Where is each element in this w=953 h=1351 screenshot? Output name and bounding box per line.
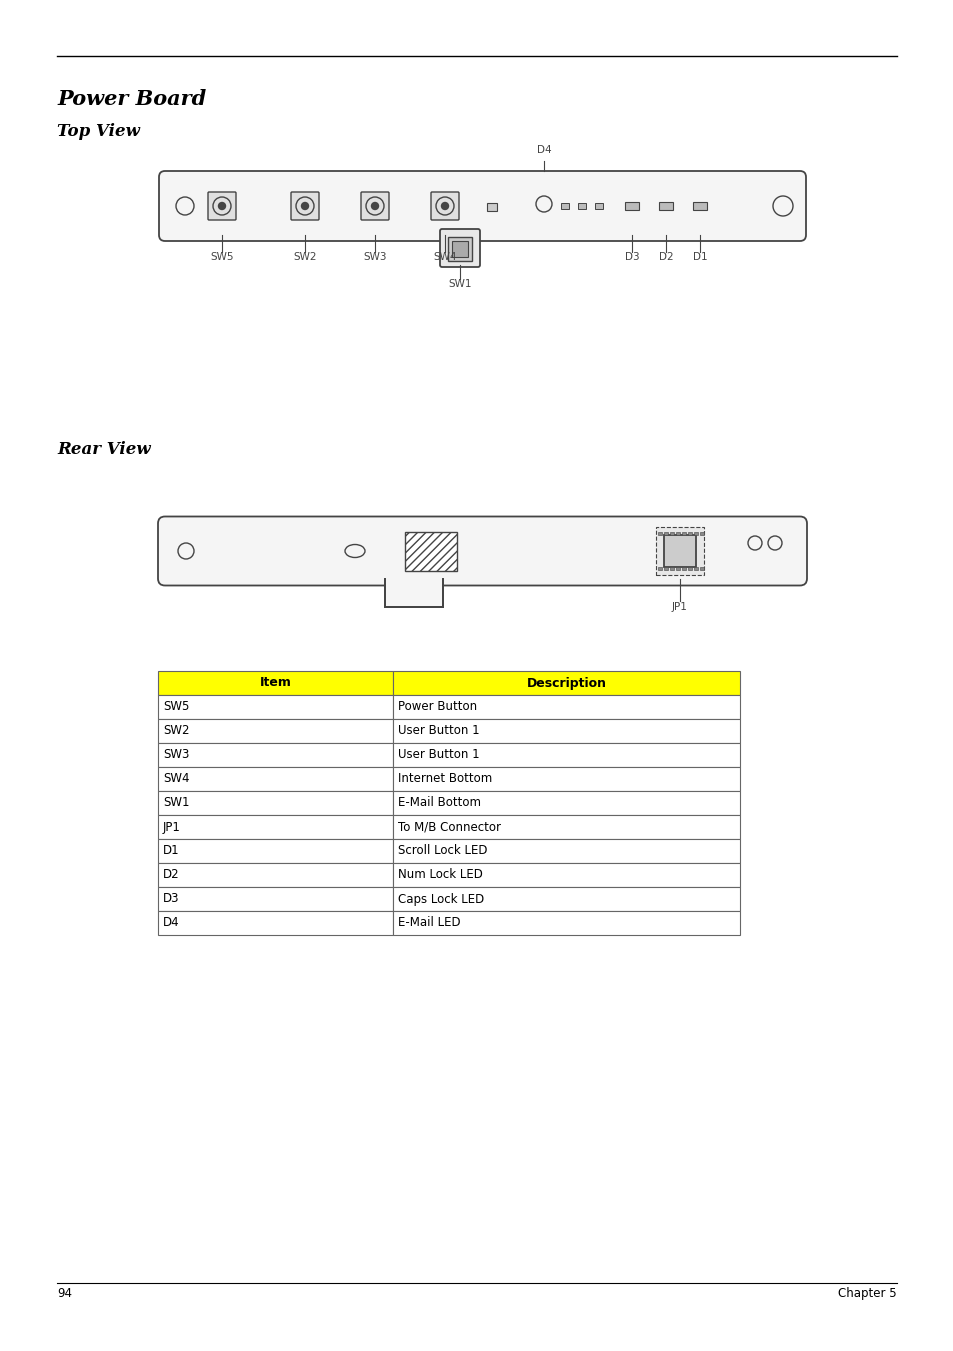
Bar (158, 911, 393, 935)
Bar (663, 532, 667, 535)
Circle shape (371, 203, 378, 209)
Text: SW3: SW3 (363, 253, 386, 262)
Bar (158, 694, 393, 719)
Text: Chapter 5: Chapter 5 (838, 1288, 896, 1300)
Bar (560, 203, 568, 209)
Text: User Button 1: User Button 1 (397, 724, 479, 738)
Bar (158, 863, 393, 888)
Bar (158, 839, 393, 863)
Text: E-Mail Bottom: E-Mail Bottom (397, 797, 480, 809)
FancyBboxPatch shape (439, 230, 479, 267)
Text: D2: D2 (658, 253, 673, 262)
Bar (393, 743, 740, 767)
Bar (158, 743, 393, 767)
Bar (676, 532, 679, 535)
Text: User Button 1: User Button 1 (397, 748, 479, 762)
Text: Item: Item (259, 677, 291, 689)
Text: Top View: Top View (57, 123, 140, 141)
Bar (693, 532, 698, 535)
Text: D2: D2 (163, 869, 179, 881)
Bar (669, 567, 673, 570)
Text: JP1: JP1 (671, 603, 687, 612)
Circle shape (301, 203, 308, 209)
Bar (486, 203, 497, 211)
Bar (393, 911, 740, 935)
Text: SW5: SW5 (163, 701, 190, 713)
Text: D4: D4 (163, 916, 179, 929)
Bar (669, 532, 673, 535)
Bar (393, 815, 740, 839)
Bar (452, 240, 468, 257)
FancyBboxPatch shape (431, 192, 458, 220)
Bar (676, 567, 679, 570)
Text: SW4: SW4 (163, 773, 190, 785)
Text: D3: D3 (624, 253, 639, 262)
Bar (624, 203, 639, 209)
Bar (595, 203, 602, 209)
Bar (658, 567, 661, 570)
Bar (405, 531, 456, 570)
Bar (393, 839, 740, 863)
Bar (448, 236, 472, 261)
Bar (393, 767, 740, 790)
Text: D1: D1 (692, 253, 706, 262)
Text: Power Button: Power Button (397, 701, 476, 713)
Bar (393, 863, 740, 888)
Text: SW3: SW3 (163, 748, 190, 762)
Text: E-Mail LED: E-Mail LED (397, 916, 460, 929)
Text: D3: D3 (163, 893, 179, 905)
Text: Num Lock LED: Num Lock LED (397, 869, 482, 881)
Circle shape (218, 203, 225, 209)
Text: SW5: SW5 (210, 253, 233, 262)
Bar (158, 767, 393, 790)
Text: SW2: SW2 (293, 253, 316, 262)
Text: Power Board: Power Board (57, 89, 206, 109)
Bar (158, 888, 393, 911)
Text: Scroll Lock LED: Scroll Lock LED (397, 844, 487, 858)
Bar (693, 567, 698, 570)
Circle shape (441, 203, 448, 209)
Text: SW1: SW1 (448, 280, 471, 289)
Text: JP1: JP1 (163, 820, 181, 834)
Bar (658, 532, 661, 535)
Text: D1: D1 (163, 844, 179, 858)
FancyBboxPatch shape (208, 192, 235, 220)
Bar (578, 203, 585, 209)
Bar (663, 535, 696, 567)
Text: SW2: SW2 (163, 724, 190, 738)
Bar (700, 567, 703, 570)
Bar (393, 671, 740, 694)
Bar (158, 671, 393, 694)
Bar (681, 567, 685, 570)
Text: SW4: SW4 (433, 253, 456, 262)
Bar (158, 815, 393, 839)
Bar (393, 719, 740, 743)
Bar (656, 527, 703, 576)
Text: Internet Bottom: Internet Bottom (397, 773, 492, 785)
Bar (687, 567, 691, 570)
Bar (659, 203, 672, 209)
Text: 94: 94 (57, 1288, 71, 1300)
Text: D4: D4 (537, 145, 551, 155)
Bar (681, 532, 685, 535)
Text: SW1: SW1 (163, 797, 190, 809)
Text: Description: Description (526, 677, 606, 689)
Text: To M/B Connector: To M/B Connector (397, 820, 500, 834)
Bar (687, 532, 691, 535)
Bar (663, 567, 667, 570)
Bar (158, 790, 393, 815)
FancyBboxPatch shape (159, 172, 805, 240)
Text: Caps Lock LED: Caps Lock LED (397, 893, 484, 905)
FancyBboxPatch shape (158, 516, 806, 585)
Bar (393, 790, 740, 815)
Bar (692, 203, 706, 209)
FancyBboxPatch shape (360, 192, 389, 220)
FancyBboxPatch shape (291, 192, 318, 220)
Bar (700, 532, 703, 535)
Bar (393, 888, 740, 911)
Bar (385, 578, 442, 607)
Bar (158, 719, 393, 743)
Text: Rear View: Rear View (57, 440, 151, 458)
Bar (393, 694, 740, 719)
